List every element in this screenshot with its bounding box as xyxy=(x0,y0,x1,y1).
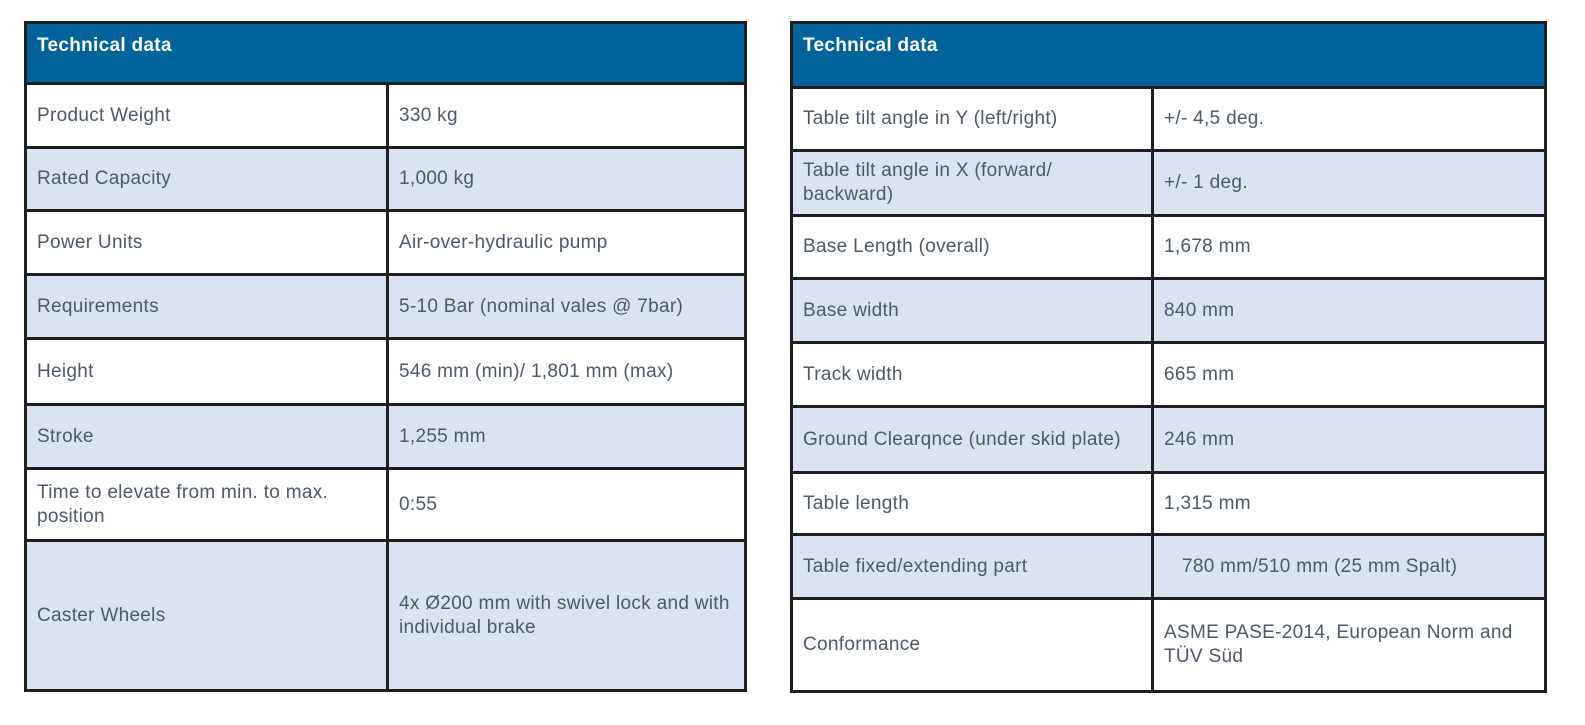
table-row: Stroke 1,255 mm xyxy=(24,403,747,470)
row-value: 780 mm/510 mm (25 mm Spalt) xyxy=(1151,533,1547,600)
row-value: 840 mm xyxy=(1151,277,1547,344)
row-label: Ground Clearqnce (under skid plate) xyxy=(790,405,1154,474)
table-row: Rated Capacity 1,000 kg xyxy=(24,146,747,212)
row-label: Base width xyxy=(790,277,1154,344)
row-value: 1,678 mm xyxy=(1151,214,1547,280)
table-row: Track width 665 mm xyxy=(790,341,1547,408)
table-title: Technical data xyxy=(24,21,747,85)
row-label: Requirements xyxy=(24,273,389,340)
table-row: Table tilt angle in Y (left/right) +/- 4,… xyxy=(790,86,1547,152)
table-row: Requirements 5-10 Bar (nominal vales @ 7b… xyxy=(24,273,747,340)
table-row: Power Units Air-over-hydraulic pump xyxy=(24,209,747,276)
technical-data-table-left: Technical data Product Weight 330 kg Rate… xyxy=(24,21,747,692)
row-label: Stroke xyxy=(24,403,389,470)
row-label: Track width xyxy=(790,341,1154,408)
row-value: 546 mm (min)/ 1,801 mm (max) xyxy=(386,337,747,406)
table-row: Base Length (overall) 1,678 mm xyxy=(790,214,1547,280)
row-label: Caster Wheels xyxy=(24,539,389,692)
row-value: Air-over-hydraulic pump xyxy=(386,209,747,276)
row-label: Table tilt angle in X (forward/ backward… xyxy=(790,149,1154,217)
row-label: Height xyxy=(24,337,389,406)
table-row: Table fixed/extending part 780 mm/510 mm … xyxy=(790,533,1547,600)
row-value: +/- 1 deg. xyxy=(1151,149,1547,217)
row-value: 1,255 mm xyxy=(386,403,747,470)
row-value: +/- 4,5 deg. xyxy=(1151,86,1547,152)
table-row: Ground Clearqnce (under skid plate) 246 m… xyxy=(790,405,1547,474)
row-value: 1,000 kg xyxy=(386,146,747,212)
table-row: Table length 1,315 mm xyxy=(790,471,1547,536)
row-value: 665 mm xyxy=(1151,341,1547,408)
row-label: Table length xyxy=(790,471,1154,536)
row-label: Product Weight xyxy=(24,82,389,149)
row-value: 1,315 mm xyxy=(1151,471,1547,536)
row-value: 0:55 xyxy=(386,467,747,542)
table-row: Height 546 mm (min)/ 1,801 mm (max) xyxy=(24,337,747,406)
row-label: Table fixed/extending part xyxy=(790,533,1154,600)
technical-data-table-right: Technical data Table tilt angle in Y (le… xyxy=(790,21,1547,693)
row-label: Base Length (overall) xyxy=(790,214,1154,280)
row-label: Power Units xyxy=(24,209,389,276)
table-row: Conformance ASME PASE-2014, European Norm… xyxy=(790,597,1547,693)
table-row: Caster Wheels 4x Ø200 mm with swivel lock… xyxy=(24,539,747,692)
row-value: 4x Ø200 mm with swivel lock and with ind… xyxy=(386,539,747,692)
table-title: Technical data xyxy=(790,21,1547,89)
table-row: Product Weight 330 kg xyxy=(24,82,747,149)
row-value: 330 kg xyxy=(386,82,747,149)
row-value: 246 mm xyxy=(1151,405,1547,474)
row-label: Rated Capacity xyxy=(24,146,389,212)
row-value: 5-10 Bar (nominal vales @ 7bar) xyxy=(386,273,747,340)
row-value: ASME PASE-2014, European Norm and TÜV Sü… xyxy=(1151,597,1547,693)
row-label: Conformance xyxy=(790,597,1154,693)
table-row: Time to elevate from min. to max. positi… xyxy=(24,467,747,542)
row-label: Table tilt angle in Y (left/right) xyxy=(790,86,1154,152)
row-label: Time to elevate from min. to max. positi… xyxy=(24,467,389,542)
table-row: Base width 840 mm xyxy=(790,277,1547,344)
table-row: Table tilt angle in X (forward/ backward… xyxy=(790,149,1547,217)
